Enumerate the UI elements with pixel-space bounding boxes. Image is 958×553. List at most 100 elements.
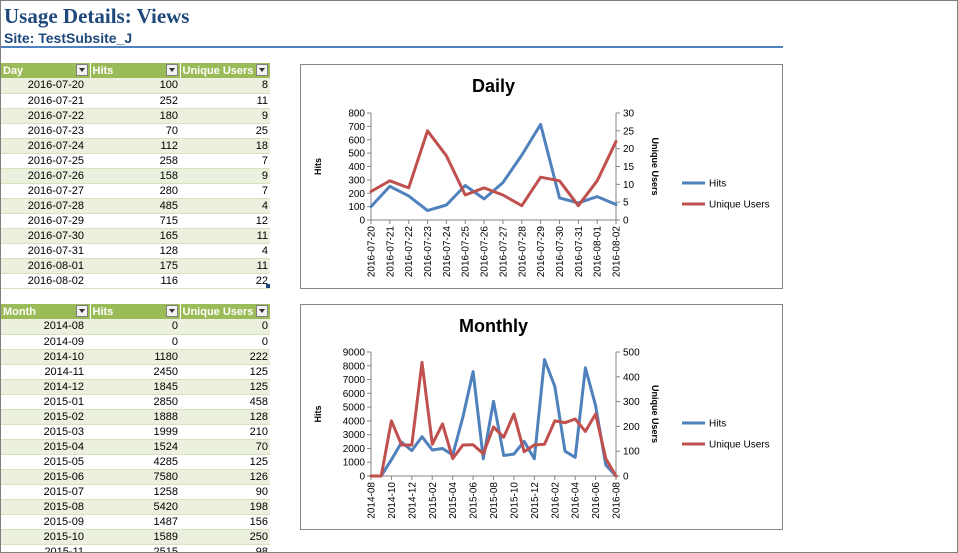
hits-cell[interactable]: 258 (90, 153, 180, 169)
hits-cell[interactable]: 280 (90, 183, 180, 199)
row-label-cell[interactable]: 2016-07-31 (1, 243, 90, 259)
hits-cell[interactable]: 112 (90, 138, 180, 154)
column-header-hits[interactable]: Hits (90, 63, 181, 78)
unique-users-cell[interactable]: 125 (180, 379, 270, 395)
unique-users-cell[interactable]: 126 (180, 469, 270, 485)
unique-users-cell[interactable]: 250 (180, 529, 270, 545)
hits-cell[interactable]: 1589 (90, 529, 180, 545)
hits-cell[interactable]: 116 (90, 273, 180, 289)
unique-users-cell[interactable]: 125 (180, 454, 270, 470)
hits-cell[interactable]: 2850 (90, 394, 180, 410)
row-label-cell[interactable]: 2016-07-28 (1, 198, 90, 214)
unique-users-cell[interactable]: 198 (180, 499, 270, 515)
filter-dropdown-icon[interactable] (75, 305, 88, 317)
unique-users-cell[interactable]: 25 (180, 123, 270, 139)
table-row[interactable]: 2014-08 0 0 (1, 319, 270, 335)
table-row[interactable]: 2016-08-01 175 11 (1, 258, 270, 274)
table-row[interactable]: 2015-04 1524 70 (1, 439, 270, 455)
unique-users-cell[interactable]: 7 (180, 183, 270, 199)
hits-cell[interactable]: 7580 (90, 469, 180, 485)
table-row[interactable]: 2015-02 1888 128 (1, 409, 270, 425)
row-label-cell[interactable]: 2015-03 (1, 424, 90, 440)
table-row[interactable]: 2015-03 1999 210 (1, 424, 270, 440)
row-label-cell[interactable]: 2016-07-30 (1, 228, 90, 244)
monthly-chart[interactable]: Monthly 0 1000 2000 3000 4000 5000 6000 7000 8000… (300, 304, 783, 530)
row-label-cell[interactable]: 2016-07-23 (1, 123, 90, 139)
table-row[interactable]: 2016-07-30 165 11 (1, 228, 270, 244)
hits-cell[interactable]: 128 (90, 243, 180, 259)
row-label-cell[interactable]: 2014-08 (1, 319, 90, 335)
table-row[interactable]: 2016-07-20 100 8 (1, 78, 270, 94)
table-row[interactable]: 2016-07-22 180 9 (1, 108, 270, 124)
hits-cell[interactable]: 1258 (90, 484, 180, 500)
table-row[interactable]: 2015-06 7580 126 (1, 469, 270, 485)
table-row[interactable]: 2014-09 0 0 (1, 334, 270, 350)
filter-dropdown-icon[interactable] (75, 64, 88, 76)
unique-users-cell[interactable]: 0 (180, 334, 270, 350)
table-row[interactable]: 2016-07-23 70 25 (1, 123, 270, 139)
unique-users-cell[interactable]: 11 (180, 93, 270, 109)
table-resize-handle[interactable] (266, 284, 270, 288)
table-row[interactable]: 2014-12 1845 125 (1, 379, 270, 395)
row-label-cell[interactable]: 2015-08 (1, 499, 90, 515)
table-row[interactable]: 2015-07 1258 90 (1, 484, 270, 500)
filter-dropdown-icon[interactable] (255, 64, 268, 76)
row-label-cell[interactable]: 2014-09 (1, 334, 90, 350)
hits-cell[interactable]: 1524 (90, 439, 180, 455)
column-header-month[interactable]: Month (1, 304, 91, 319)
row-label-cell[interactable]: 2014-10 (1, 349, 90, 365)
unique-users-cell[interactable]: 0 (180, 319, 270, 335)
unique-users-cell[interactable]: 7 (180, 153, 270, 169)
unique-users-cell[interactable]: 12 (180, 213, 270, 229)
hits-cell[interactable]: 252 (90, 93, 180, 109)
hits-cell[interactable]: 2515 (90, 544, 180, 552)
unique-users-cell[interactable]: 4 (180, 243, 270, 259)
row-label-cell[interactable]: 2016-08-02 (1, 273, 90, 289)
table-row[interactable]: 2015-09 1487 156 (1, 514, 270, 530)
row-label-cell[interactable]: 2016-07-22 (1, 108, 90, 124)
row-label-cell[interactable]: 2015-09 (1, 514, 90, 530)
daily-chart[interactable]: Daily 0 100 200 300 400 500 600 700 800 0 5 10 15 20 25… (300, 64, 783, 289)
row-label-cell[interactable]: 2015-01 (1, 394, 90, 410)
hits-cell[interactable]: 1180 (90, 349, 180, 365)
unique-users-cell[interactable]: 458 (180, 394, 270, 410)
row-label-cell[interactable]: 2016-07-25 (1, 153, 90, 169)
hits-cell[interactable]: 1845 (90, 379, 180, 395)
unique-users-cell[interactable]: 9 (180, 108, 270, 124)
table-row[interactable]: 2015-01 2850 458 (1, 394, 270, 410)
row-label-cell[interactable]: 2015-04 (1, 439, 90, 455)
row-label-cell[interactable]: 2015-05 (1, 454, 90, 470)
unique-users-cell[interactable]: 70 (180, 439, 270, 455)
hits-cell[interactable]: 175 (90, 258, 180, 274)
row-label-cell[interactable]: 2016-08-01 (1, 258, 90, 274)
unique-users-cell[interactable]: 128 (180, 409, 270, 425)
table-row[interactable]: 2015-05 4285 125 (1, 454, 270, 470)
hits-cell[interactable]: 1999 (90, 424, 180, 440)
hits-cell[interactable]: 2450 (90, 364, 180, 380)
unique-users-cell[interactable]: 4 (180, 198, 270, 214)
table-row[interactable]: 2014-11 2450 125 (1, 364, 270, 380)
row-label-cell[interactable]: 2014-11 (1, 364, 90, 380)
hits-cell[interactable]: 485 (90, 198, 180, 214)
table-row[interactable]: 2016-07-24 112 18 (1, 138, 270, 154)
table-row[interactable]: 2016-07-31 128 4 (1, 243, 270, 259)
row-label-cell[interactable]: 2015-11 (1, 544, 90, 552)
table-row[interactable]: 2015-11 2515 98 (1, 544, 270, 552)
hits-cell[interactable]: 1888 (90, 409, 180, 425)
table-row[interactable]: 2016-08-02 116 22 (1, 273, 270, 289)
hits-cell[interactable]: 70 (90, 123, 180, 139)
row-label-cell[interactable]: 2016-07-27 (1, 183, 90, 199)
row-label-cell[interactable]: 2015-06 (1, 469, 90, 485)
hits-cell[interactable]: 0 (90, 334, 180, 350)
hits-cell[interactable]: 100 (90, 78, 180, 94)
filter-dropdown-icon[interactable] (165, 305, 178, 317)
unique-users-cell[interactable]: 22 (180, 273, 270, 289)
hits-cell[interactable]: 715 (90, 213, 180, 229)
unique-users-cell[interactable]: 90 (180, 484, 270, 500)
unique-users-cell[interactable]: 156 (180, 514, 270, 530)
table-row[interactable]: 2015-10 1589 250 (1, 529, 270, 545)
hits-cell[interactable]: 165 (90, 228, 180, 244)
row-label-cell[interactable]: 2016-07-24 (1, 138, 90, 154)
unique-users-cell[interactable]: 8 (180, 78, 270, 94)
unique-users-cell[interactable]: 18 (180, 138, 270, 154)
